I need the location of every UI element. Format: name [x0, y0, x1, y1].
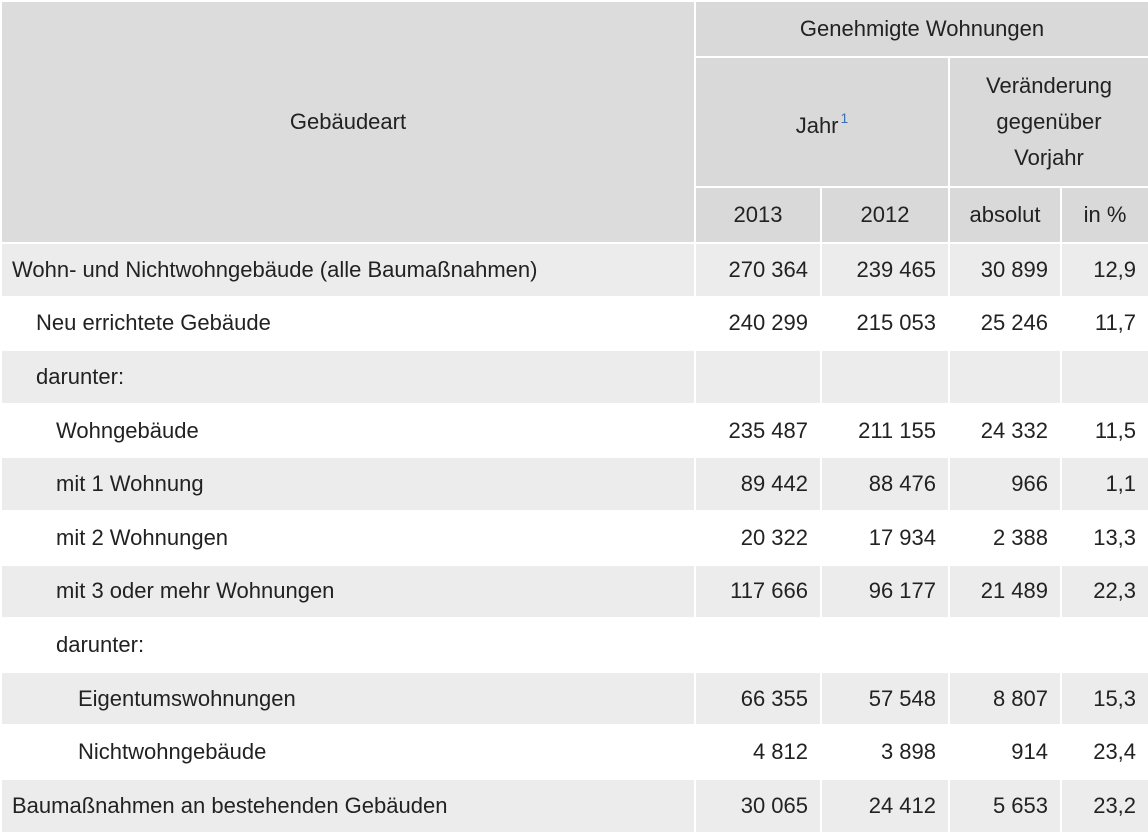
change-group-line: gegenüber: [996, 109, 1102, 134]
change-group-cell: Veränderung gegenüber Vorjahr: [947, 56, 1148, 188]
row-label: mit 2 Wohnungen: [0, 509, 696, 566]
table-row: mit 2 Wohnungen 20 322 17 934 2 388 13,3: [0, 509, 1148, 566]
column-header-percent: in %: [1059, 186, 1148, 244]
value-2012: 239 465: [820, 242, 950, 298]
value-2012: 211 155: [820, 402, 950, 459]
value-2013: 240 299: [694, 295, 822, 352]
value-2013: 20 322: [694, 509, 822, 566]
value-2012: 88 476: [820, 456, 950, 512]
value-percent: 23,4: [1059, 724, 1148, 780]
value-absolut: [948, 349, 1062, 405]
value-absolut: 2 388: [948, 509, 1062, 566]
table-row: Neu errichtete Gebäude 240 299 215 053 25 2…: [0, 295, 1148, 352]
row-label: Wohngebäude: [0, 402, 696, 459]
row-label: mit 3 oder mehr Wohnungen: [0, 563, 696, 620]
footnote-marker: 1: [840, 110, 849, 126]
value-percent: 1,1: [1059, 456, 1148, 512]
table-row: Eigentumswohnungen 66 355 57 548 8 807 15,3: [0, 670, 1148, 727]
value-percent: 11,7: [1059, 295, 1148, 352]
table-row: mit 3 oder mehr Wohnungen 117 666 96 177 21…: [0, 563, 1148, 620]
value-absolut: 24 332: [948, 402, 1062, 459]
column-header-2012: 2012: [820, 186, 950, 244]
table-header: Gebäudeart Genehmigte Wohnungen Jahr 1 Ve…: [0, 0, 1148, 244]
value-percent: 13,3: [1059, 509, 1148, 566]
table-row: Wohn- und Nichtwohngebäude (alle Baumaßn…: [0, 242, 1148, 298]
table-row: Wohngebäude 235 487 211 155 24 332 11,5: [0, 402, 1148, 459]
value-absolut: 21 489: [948, 563, 1062, 620]
group-header-cell: Genehmigte Wohnungen: [693, 0, 1148, 58]
value-2012: 24 412: [820, 777, 950, 834]
change-group-line: Vorjahr: [1014, 145, 1084, 170]
value-2012: [820, 349, 950, 405]
year-group-label: Jahr: [795, 113, 839, 138]
column-header-absolut: absolut: [948, 186, 1062, 244]
row-header-cell: Gebäudeart: [0, 0, 696, 244]
value-2012: 215 053: [820, 295, 950, 352]
value-2013: 30 065: [694, 777, 822, 834]
row-label: Nichtwohngebäude: [0, 724, 696, 780]
value-2013: 66 355: [694, 670, 822, 727]
group-header-label: Genehmigte Wohnungen: [799, 16, 1045, 41]
value-2013: 235 487: [694, 402, 822, 459]
row-label: Neu errichtete Gebäude: [0, 295, 696, 352]
row-label: darunter:: [0, 349, 696, 405]
value-percent: [1059, 349, 1148, 405]
column-header-2013: 2013: [694, 186, 822, 244]
value-2013: 117 666: [694, 563, 822, 620]
row-label: Eigentumswohnungen: [0, 670, 696, 727]
value-percent: 15,3: [1059, 670, 1148, 727]
year-group-cell: Jahr 1: [694, 56, 950, 188]
value-absolut: 30 899: [948, 242, 1062, 298]
table-row: mit 1 Wohnung 89 442 88 476 966 1,1: [0, 456, 1148, 512]
value-percent: [1059, 617, 1148, 673]
value-2012: 57 548: [820, 670, 950, 727]
table-row: darunter:: [0, 617, 1148, 673]
table-row: darunter:: [0, 349, 1148, 405]
table-body: Wohn- und Nichtwohngebäude (alle Baumaßn…: [0, 242, 1148, 834]
value-2012: 96 177: [820, 563, 950, 620]
value-absolut: 5 653: [948, 777, 1062, 834]
row-label: darunter:: [0, 617, 696, 673]
table-row: Nichtwohngebäude 4 812 3 898 914 23,4: [0, 724, 1148, 780]
row-label: Wohn- und Nichtwohngebäude (alle Baumaßn…: [0, 242, 696, 298]
value-absolut: 966: [948, 456, 1062, 512]
row-header-label: Gebäudeart: [289, 109, 407, 134]
value-2012: [820, 617, 950, 673]
value-absolut: [948, 617, 1062, 673]
value-percent: 11,5: [1059, 402, 1148, 459]
value-2013: [694, 349, 822, 405]
value-percent: 22,3: [1059, 563, 1148, 620]
value-2012: 3 898: [820, 724, 950, 780]
table-row: Baumaßnahmen an bestehenden Gebäuden 30 0…: [0, 777, 1148, 834]
row-label: Baumaßnahmen an bestehenden Gebäuden: [0, 777, 696, 834]
row-label: mit 1 Wohnung: [0, 456, 696, 512]
change-group-line: Veränderung: [986, 73, 1113, 98]
value-2013: [694, 617, 822, 673]
value-absolut: 8 807: [948, 670, 1062, 727]
value-2013: 4 812: [694, 724, 822, 780]
value-absolut: 914: [948, 724, 1062, 780]
value-percent: 23,2: [1059, 777, 1148, 834]
value-2013: 270 364: [694, 242, 822, 298]
value-percent: 12,9: [1059, 242, 1148, 298]
value-2013: 89 442: [694, 456, 822, 512]
value-absolut: 25 246: [948, 295, 1062, 352]
value-2012: 17 934: [820, 509, 950, 566]
